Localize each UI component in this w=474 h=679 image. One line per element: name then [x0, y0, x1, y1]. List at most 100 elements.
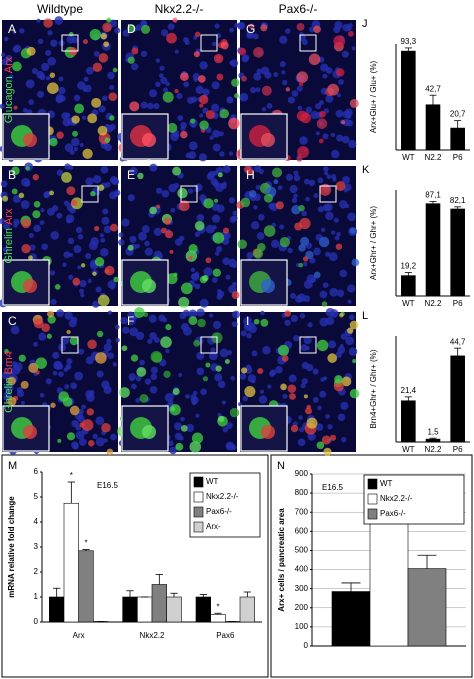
stained-cell [47, 315, 56, 324]
nucleus [303, 279, 313, 289]
nucleus [83, 76, 89, 82]
stained-cell [142, 279, 156, 293]
stained-cell [58, 391, 69, 402]
stained-cell [33, 200, 41, 208]
nucleus [323, 166, 329, 172]
stained-cell [271, 167, 283, 178]
stained-cell [49, 72, 56, 79]
bar [425, 438, 441, 443]
nucleus [293, 193, 298, 198]
stained-cell [89, 28, 102, 41]
nucleus [262, 346, 271, 355]
nucleus [168, 183, 177, 193]
stained-cell [97, 294, 110, 307]
nucleus [199, 298, 209, 308]
stained-cell [347, 327, 354, 334]
nucleus [335, 109, 344, 118]
nucleus [162, 87, 169, 93]
stained-cell [349, 320, 359, 330]
stained-cell [281, 355, 289, 362]
stained-cell [23, 133, 37, 147]
nucleus [122, 326, 130, 334]
nucleus [44, 190, 51, 197]
nucleus [285, 28, 291, 34]
bar [239, 596, 255, 623]
nucleus [77, 81, 86, 90]
stained-cell [231, 78, 240, 87]
nucleus [339, 200, 348, 209]
stained-cell [296, 155, 303, 162]
nucleus [335, 351, 342, 358]
nucleus [66, 218, 72, 224]
nucleus [77, 233, 84, 240]
stained-cell [139, 394, 149, 403]
nucleus [161, 190, 170, 198]
nucleus [11, 365, 21, 375]
nucleus [256, 68, 263, 75]
nucleus [140, 101, 148, 109]
nucleus [139, 359, 145, 366]
value-label: 19,2 [401, 262, 417, 271]
y-tick-label: 2 [34, 567, 39, 576]
nucleus [347, 212, 356, 222]
stained-cell [11, 61, 22, 72]
nucleus [319, 317, 329, 327]
value-label: 42,7 [425, 84, 441, 93]
nucleus [93, 50, 100, 57]
stained-cell [91, 97, 102, 108]
nucleus [348, 23, 353, 28]
stained-cell [160, 336, 172, 348]
nucleus [81, 115, 87, 120]
nucleus [247, 374, 256, 383]
nucleus [100, 165, 109, 174]
nucleus [70, 316, 78, 324]
stained-cell [191, 432, 204, 444]
nucleus [279, 224, 285, 230]
zoom-box [319, 185, 337, 203]
stained-cell [7, 376, 16, 386]
nucleus [69, 149, 75, 155]
stained-cell [69, 336, 79, 346]
x-tick-label: N2.2 [425, 153, 442, 162]
nucleus [95, 416, 105, 426]
panel-letter: L [362, 310, 368, 322]
stained-cell [127, 56, 135, 64]
stained-cell [80, 263, 86, 268]
nucleus [158, 314, 166, 322]
stained-cell [97, 125, 108, 136]
stained-cell [224, 359, 230, 364]
nucleus [4, 390, 12, 399]
stained-cell [213, 53, 224, 64]
nucleus [260, 310, 265, 316]
stained-cell [318, 138, 324, 144]
nucleus [259, 389, 265, 394]
value-label: 20,7 [450, 110, 466, 119]
nucleus [64, 384, 70, 390]
stained-cell [112, 67, 118, 73]
nucleus [47, 30, 53, 36]
nucleus [228, 151, 234, 156]
stained-cell [82, 39, 88, 45]
nucleus [0, 180, 8, 188]
stained-cell [260, 24, 268, 32]
annotation: E16.5 [97, 481, 118, 490]
stained-cell [291, 205, 301, 215]
nucleus [103, 438, 108, 443]
nucleus [122, 29, 130, 37]
stained-cell [298, 262, 304, 268]
stained-cell [202, 376, 209, 382]
nucleus [325, 94, 334, 103]
nucleus [328, 340, 337, 349]
nucleus [308, 179, 316, 187]
nucleus [232, 210, 238, 216]
stained-cell [142, 133, 156, 147]
nucleus [253, 205, 258, 210]
stained-cell [313, 271, 321, 279]
nucleus [87, 278, 92, 284]
legend-swatch [367, 508, 378, 520]
nucleus [52, 351, 60, 359]
stained-cell [219, 108, 229, 119]
nucleus [150, 373, 158, 381]
nucleus [85, 390, 94, 399]
